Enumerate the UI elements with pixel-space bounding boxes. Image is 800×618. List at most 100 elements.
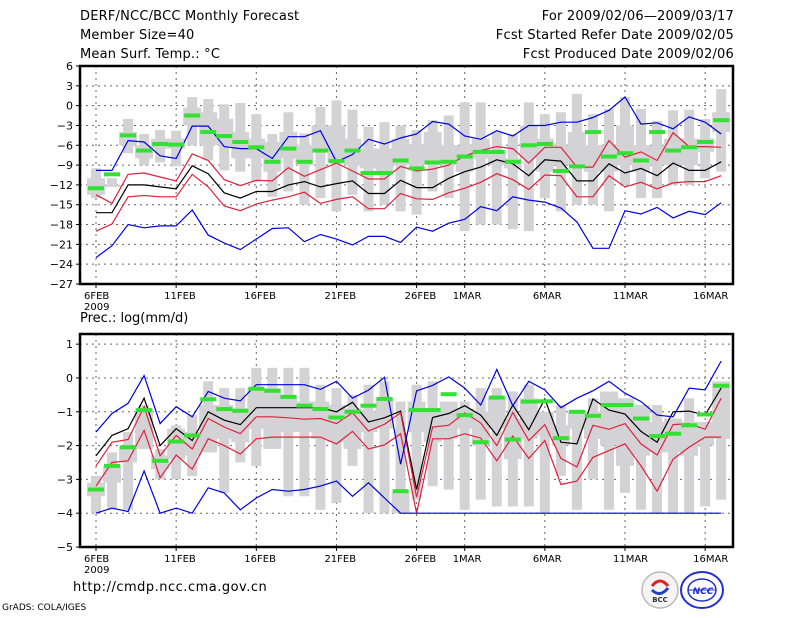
median-marker [216,134,233,139]
range-bar [411,130,422,215]
median-marker [264,388,281,393]
series-line-outer_lower [95,196,722,259]
quartile-box [119,445,138,463]
range-bar [668,418,679,514]
quartile-box [103,184,122,187]
x-tick-label: 16FEB [244,291,276,302]
median-marker [424,160,441,165]
median-marker [520,143,537,148]
median-marker [344,148,361,153]
median-marker [376,396,393,401]
median-marker [600,154,617,159]
y-tick-label: −5 [57,541,73,554]
quartile-box [295,401,314,433]
y-tick-label: −21 [50,238,73,251]
quartile-box [487,398,506,429]
median-marker [200,130,217,135]
quartile-box [359,148,378,169]
median-marker [280,394,297,399]
x-tick-label: 21FEB [324,554,356,565]
bcc-logo-icon: BCC [641,571,679,609]
range-bar [331,388,342,504]
series-line-inner_lower [95,173,722,232]
range-bar [716,425,727,500]
median-marker [120,133,137,138]
series-line-mean [96,159,722,214]
range-bar [571,418,582,510]
median-marker [408,408,425,413]
range-bar [219,388,230,493]
x-tick-label: 6MAR [533,554,562,565]
quartile-box [615,398,634,466]
header-left: DERF/NCC/BCC Monthly Forecast Member Siz… [80,7,299,64]
y-tick-label: −1 [57,406,73,419]
forecast-period: For 2009/02/06—2009/03/17 [541,9,734,24]
x-tick-label: 6FEB [84,554,109,565]
median-marker [568,409,585,414]
quartile-box [279,132,298,159]
grads-credit: GrADS: COLA/IGES [2,603,87,613]
y-tick-label: −12 [50,179,73,192]
header-right: For 2009/02/06—2009/03/17 Fcst Started R… [496,7,734,64]
quartile-box [231,408,250,443]
median-marker [328,415,345,420]
median-marker [616,403,633,407]
quartile-box [263,141,282,172]
median-marker [665,148,682,153]
x-tick-label: 26FEB [405,291,437,302]
median-marker [408,166,425,171]
median-marker [200,397,217,402]
quartile-box [615,125,634,166]
range-bar [523,102,534,232]
median-marker [488,149,505,154]
plot-frame [78,332,735,549]
median-marker [665,431,682,436]
x-tick-label: 11MAR [613,291,648,302]
footer-url[interactable]: http://cmdp.ncc.cma.gov.cn [73,580,268,595]
quartile-box [327,125,346,162]
chart-title: DERF/NCC/BCC Monthly Forecast [80,9,300,24]
median-marker [552,436,569,441]
y-tick-label: 6 [66,60,73,73]
x-tick-label: 21FEB [324,291,356,302]
quartile-box [311,125,330,152]
quartile-box [215,405,234,439]
quartile-box [567,411,586,429]
median-marker [633,158,650,163]
median-marker [344,409,361,414]
y-tick-label: 1 [66,338,73,351]
range-bar [107,178,118,185]
median-marker [392,158,409,163]
quartile-box [567,132,586,166]
x-tick-label: 16MAR [693,554,728,565]
median-marker [536,141,553,146]
x-tick-label: 6MAR [533,291,562,302]
median-marker [536,399,553,404]
x-tick-label: 16MAR [693,291,728,302]
range-bar [652,405,663,514]
y-tick-label: 0 [66,372,73,385]
median-marker [216,407,233,412]
quartile-box [696,421,715,446]
series-line-inner_upper [95,397,722,498]
median-marker [488,395,505,400]
bcc-logo-text: BCC [652,596,668,604]
range-bar [379,381,390,514]
plot-frame [78,64,735,286]
median-marker [136,408,153,413]
quartile-box [279,394,298,433]
x-tick-label: 2009 [84,302,109,313]
range-bar [443,405,454,490]
precip-panel-title: Prec.: log(mm/d) [80,311,188,326]
median-marker [248,145,265,150]
range-bar [363,126,374,212]
median-marker [440,159,457,164]
quartile-box [183,432,202,456]
range-bar [459,401,470,510]
y-tick-label: 0 [66,100,73,113]
median-marker [88,186,104,191]
y-tick-label: −9 [57,159,73,172]
median-marker [312,148,329,153]
median-marker [584,413,601,418]
median-marker [120,445,137,450]
